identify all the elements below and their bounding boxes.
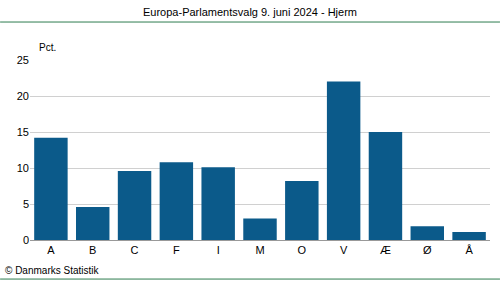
- svg-text:25: 25: [17, 54, 29, 66]
- svg-text:0: 0: [23, 234, 29, 246]
- svg-text:B: B: [89, 244, 96, 256]
- svg-text:A: A: [47, 244, 55, 256]
- svg-text:Pct.: Pct.: [39, 42, 56, 53]
- svg-text:© Danmarks Statistik: © Danmarks Statistik: [5, 265, 100, 276]
- svg-text:15: 15: [17, 126, 29, 138]
- svg-text:Ø: Ø: [423, 244, 432, 256]
- svg-text:20: 20: [17, 90, 29, 102]
- svg-text:V: V: [340, 244, 348, 256]
- svg-text:5: 5: [23, 198, 29, 210]
- svg-text:Å: Å: [465, 244, 473, 256]
- svg-text:C: C: [131, 244, 139, 256]
- svg-text:Æ: Æ: [380, 244, 391, 256]
- svg-text:I: I: [217, 244, 220, 256]
- svg-text:Europa-Parlamentsvalg 9. juni: Europa-Parlamentsvalg 9. juni 2024 - Hje…: [143, 6, 357, 18]
- svg-text:F: F: [173, 244, 180, 256]
- svg-text:10: 10: [17, 162, 29, 174]
- svg-text:M: M: [255, 244, 264, 256]
- svg-text:O: O: [298, 244, 307, 256]
